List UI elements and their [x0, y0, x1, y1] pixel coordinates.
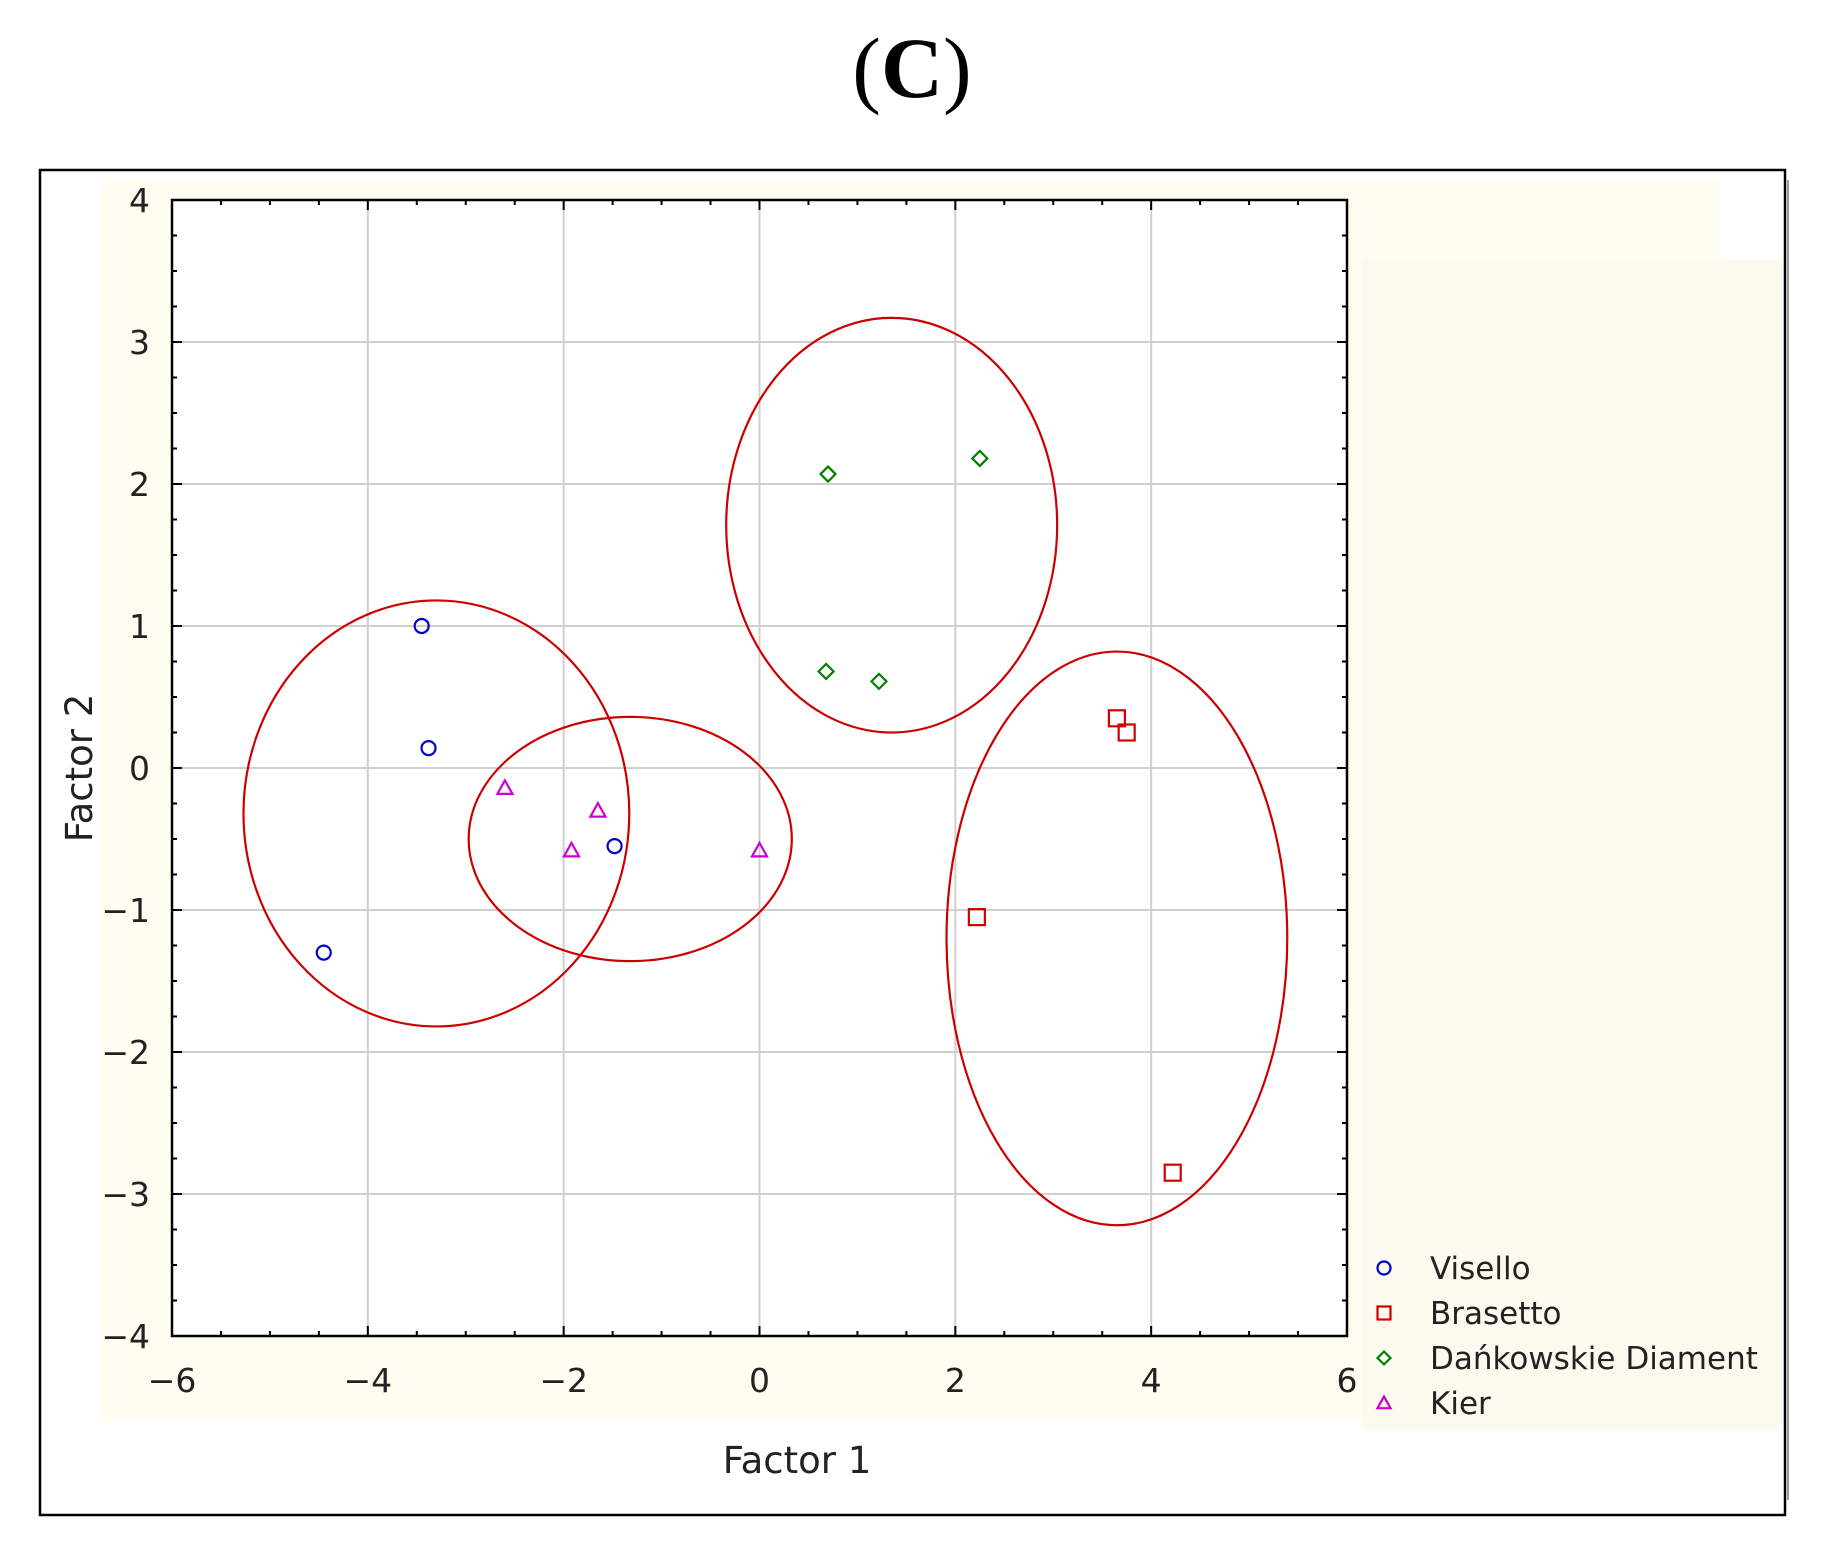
grid [171, 199, 1348, 1337]
data-point [1117, 723, 1136, 742]
data-point [495, 778, 515, 795]
x-tick-label: 2 [945, 1361, 966, 1400]
y-tick-label: 0 [129, 749, 150, 788]
legend-marker [1375, 1394, 1393, 1410]
y-tick-label: −1 [101, 891, 150, 930]
x-tick-label: 0 [749, 1361, 770, 1400]
legend-label: Brasetto [1430, 1296, 1562, 1332]
data-point [818, 465, 838, 484]
confidence-ellipse [467, 715, 793, 963]
y-tick-label: 4 [129, 181, 150, 220]
confidence-ellipses [242, 316, 1289, 1227]
x-tick-label: −4 [344, 1361, 393, 1400]
legend-label: Visello [1430, 1251, 1531, 1287]
legend-marker [1376, 1305, 1392, 1321]
y-tick-label: −2 [101, 1033, 150, 1072]
x-tick-label: −6 [148, 1361, 197, 1400]
y-tick-label: 3 [129, 323, 150, 362]
legend-marker [1376, 1260, 1392, 1276]
data-point [420, 740, 437, 757]
data-point [413, 617, 430, 635]
data-point [817, 662, 836, 681]
panel-label: (C) [852, 20, 972, 116]
data-points [315, 449, 1182, 1182]
data-point [606, 837, 623, 855]
y-tick-label: 2 [129, 465, 150, 504]
y-tick-label: −4 [101, 1317, 150, 1356]
legend-background [1362, 260, 1780, 1430]
panel-label-letter: C [880, 20, 944, 116]
data-point [970, 449, 989, 468]
y-axis-label: Factor 2 [58, 694, 101, 843]
data-point [562, 840, 581, 858]
tick-labels: −6 −4 −2 0 2 4 6 −4 −3 −2 −1 0 1 2 3 4 [101, 181, 1357, 1400]
data-point [869, 672, 889, 691]
data-point [588, 800, 608, 818]
confidence-ellipse [725, 316, 1059, 734]
confidence-ellipse [242, 599, 631, 1028]
x-axis-label: Factor 1 [723, 1439, 872, 1482]
x-tick-label: −2 [539, 1361, 588, 1400]
legend-marker [1375, 1349, 1393, 1367]
y-tick-label: −3 [101, 1175, 150, 1214]
x-tick-label: 4 [1141, 1361, 1162, 1400]
legend: Visello Brasetto Dańkowskie Diament Kier [1375, 1251, 1758, 1422]
data-point [1163, 1163, 1182, 1182]
confidence-ellipse [945, 650, 1289, 1227]
legend-label: Dańkowskie Diament [1430, 1341, 1758, 1377]
legend-label: Kier [1430, 1386, 1491, 1422]
data-point [1107, 709, 1126, 728]
y-tick-label: 1 [129, 607, 150, 646]
data-point [967, 907, 986, 927]
data-point [315, 944, 332, 961]
x-tick-label: 6 [1337, 1361, 1358, 1400]
data-point [750, 840, 769, 858]
axis-ticks [171, 199, 1348, 1337]
